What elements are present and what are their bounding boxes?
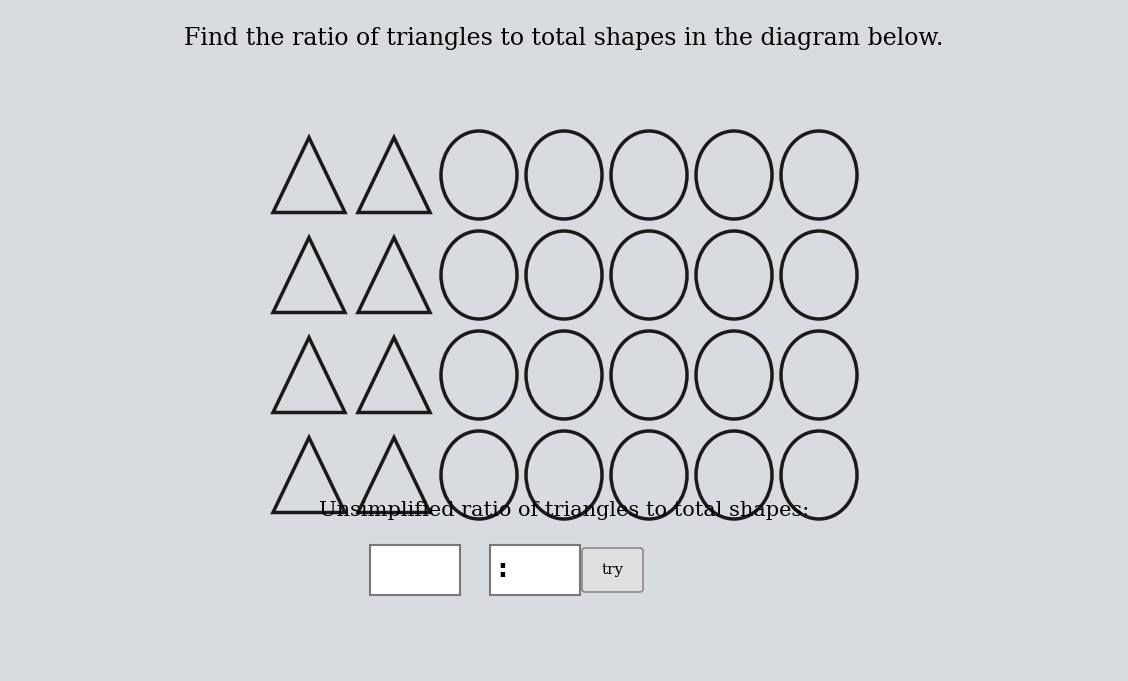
FancyBboxPatch shape [370, 545, 460, 595]
Text: Unsimplified ratio of triangles to total shapes:: Unsimplified ratio of triangles to total… [319, 501, 809, 520]
FancyBboxPatch shape [490, 545, 580, 595]
FancyBboxPatch shape [582, 548, 643, 592]
Text: try: try [601, 563, 624, 577]
Text: :: : [497, 558, 506, 582]
Text: Find the ratio of triangles to total shapes in the diagram below.: Find the ratio of triangles to total sha… [184, 27, 944, 50]
